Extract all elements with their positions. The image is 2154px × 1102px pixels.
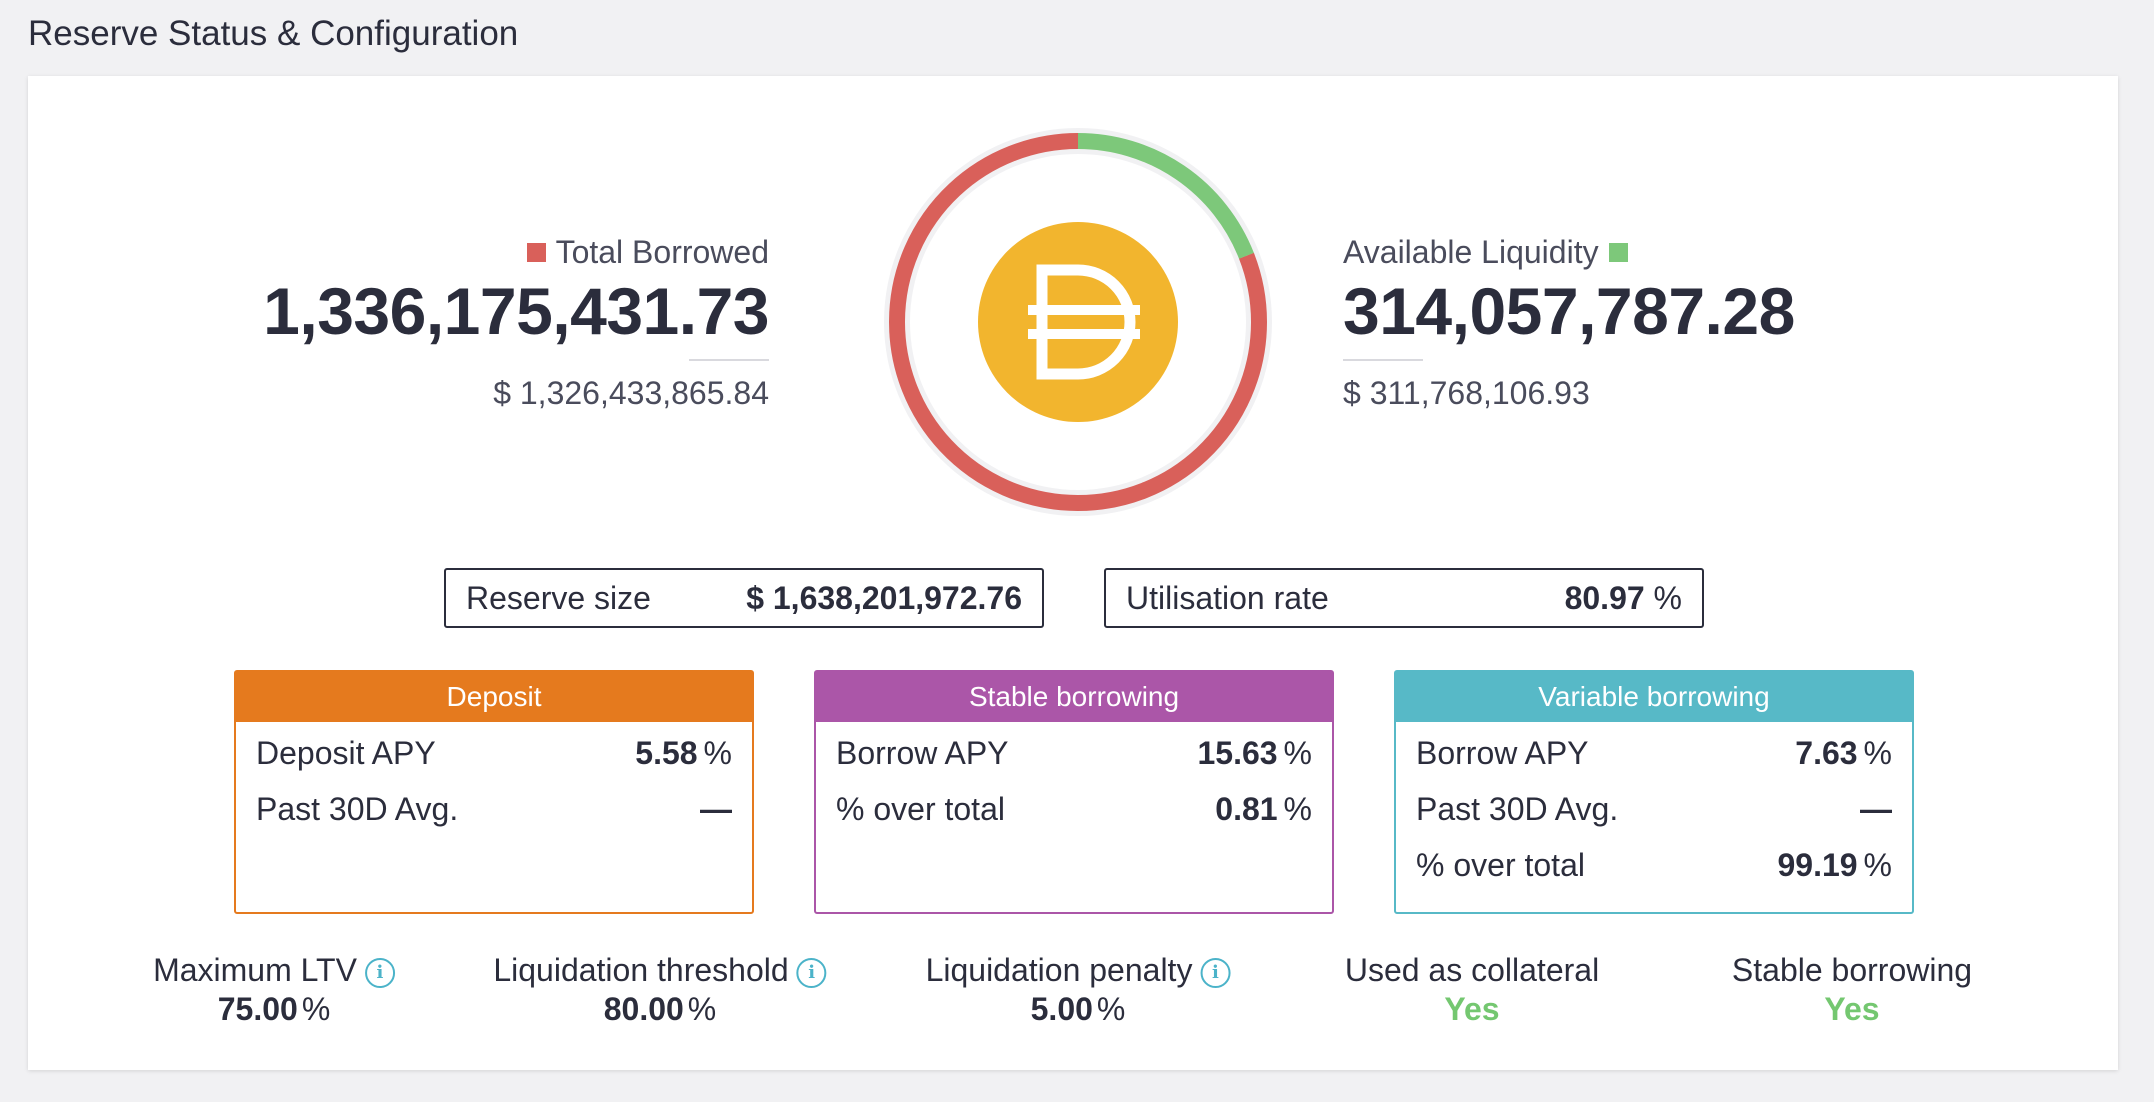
utilisation-rate-box: Utilisation rate 80.97 %: [1104, 568, 1704, 628]
liquidation-penalty-value: 5.00: [1030, 991, 1093, 1027]
max-ltv-value: 75.00: [217, 991, 298, 1027]
max-ltv-unit: %: [301, 991, 331, 1027]
total-borrowed-divider: [689, 359, 769, 361]
available-liquidity-label-row: Available Liquidity: [1343, 234, 1795, 271]
available-liquidity-divider: [1343, 359, 1423, 361]
deposit-avg-value: —: [700, 790, 732, 827]
stable-over-total-unit: %: [1283, 790, 1312, 827]
available-liquidity-label: Available Liquidity: [1343, 234, 1599, 270]
liquidation-threshold-unit: %: [687, 991, 717, 1027]
variable-borrow-apy-unit: %: [1863, 734, 1892, 771]
variable-over-total-value: 99.19: [1777, 846, 1858, 883]
info-icon[interactable]: i: [364, 958, 395, 988]
total-borrowed-value: 1,336,175,431.73: [263, 274, 769, 348]
reserve-status-card: Total Borrowed 1,336,175,431.73 $ 1,326,…: [28, 76, 2118, 1070]
variable-borrow-apy-label: Borrow APY: [1416, 734, 1589, 771]
variable-over-total-unit: %: [1863, 846, 1892, 883]
donut-liquidity-arc: [889, 133, 1267, 511]
max-ltv-label: Maximum LTV: [153, 952, 357, 988]
variable-over-total-row: % over total 99.19%: [1396, 837, 1912, 893]
variable-borrowing-panel: Variable borrowing Borrow APY 7.63% Past…: [1394, 670, 1914, 914]
stable-borrowing-param: Stable borrowing Yes: [1732, 952, 1972, 1028]
deposit-apy-value: 5.58: [635, 734, 698, 771]
total-borrowed-stat: Total Borrowed 1,336,175,431.73 $ 1,326,…: [263, 234, 769, 412]
stable-borrow-apy-unit: %: [1283, 734, 1312, 771]
stable-over-total-value: 0.81: [1215, 790, 1278, 827]
deposit-avg-row: Past 30D Avg. —: [236, 781, 752, 837]
utilisation-rate-value: 80.97: [1564, 579, 1645, 616]
stable-over-total-row: % over total 0.81%: [816, 781, 1332, 837]
total-borrowed-label-row: Total Borrowed: [263, 234, 769, 271]
dai-icon: [978, 222, 1178, 422]
stable-over-total-label: % over total: [836, 790, 1005, 827]
utilisation-rate-unit: %: [1653, 579, 1682, 616]
stable-borrow-apy-label: Borrow APY: [836, 734, 1009, 771]
max-ltv-param: Maximum LTV i 75.00%: [153, 952, 395, 1028]
variable-avg-row: Past 30D Avg. —: [1396, 781, 1912, 837]
stable-borrow-apy-value: 15.63: [1197, 734, 1278, 771]
info-icon[interactable]: i: [1200, 958, 1231, 988]
liquidation-threshold-value: 80.00: [603, 991, 684, 1027]
deposit-avg-label: Past 30D Avg.: [256, 790, 459, 827]
deposit-apy-label: Deposit APY: [256, 734, 436, 771]
borrowed-legend-swatch: [526, 243, 546, 262]
stable-borrowing-enabled-label: Stable borrowing: [1731, 952, 1973, 988]
deposit-panel: Deposit Deposit APY 5.58% Past 30D Avg. …: [234, 670, 754, 914]
available-liquidity-value: 314,057,787.28: [1343, 274, 1795, 348]
available-liquidity-usd: $ 311,768,106.93: [1343, 375, 1590, 411]
reserve-size-label: Reserve size: [466, 579, 651, 616]
stable-borrowing-panel: Stable borrowing Borrow APY 15.63% % ove…: [814, 670, 1334, 914]
total-borrowed-usd: $ 1,326,433,865.84: [493, 375, 769, 411]
variable-borrow-apy-row: Borrow APY 7.63%: [1396, 725, 1912, 781]
deposit-apy-unit: %: [703, 734, 732, 771]
variable-borrowing-panel-header: Variable borrowing: [1396, 672, 1912, 722]
variable-over-total-label: % over total: [1416, 846, 1585, 883]
utilisation-rate-label: Utilisation rate: [1126, 579, 1329, 616]
liquidation-penalty-label: Liquidation penalty: [925, 952, 1193, 988]
available-liquidity-stat: Available Liquidity 314,057,787.28 $ 311…: [1343, 234, 1795, 412]
deposit-panel-header: Deposit: [236, 672, 752, 722]
liquidation-penalty-unit: %: [1096, 991, 1126, 1027]
used-as-collateral-param: Used as collateral Yes: [1345, 952, 1599, 1028]
stable-borrowing-enabled-value: Yes: [1824, 991, 1880, 1027]
used-as-collateral-label: Used as collateral: [1344, 952, 1600, 988]
stable-borrow-apy-row: Borrow APY 15.63%: [816, 725, 1332, 781]
reserve-donut-chart: [884, 128, 1272, 516]
reserve-size-value: $ 1,638,201,972.76: [746, 579, 1022, 616]
deposit-apy-row: Deposit APY 5.58%: [236, 725, 752, 781]
utilisation-rate-value-group: 80.97 %: [1565, 580, 1682, 617]
stable-borrowing-panel-header: Stable borrowing: [816, 672, 1332, 722]
liquidation-threshold-label: Liquidation threshold: [493, 952, 789, 988]
info-icon[interactable]: i: [796, 958, 827, 988]
page-title: Reserve Status & Configuration: [28, 14, 519, 53]
used-as-collateral-value: Yes: [1444, 991, 1500, 1027]
variable-avg-label: Past 30D Avg.: [1416, 790, 1619, 827]
total-borrowed-label: Total Borrowed: [555, 234, 769, 270]
liquidation-threshold-param: Liquidation threshold i 80.00%: [493, 952, 827, 1028]
variable-borrow-apy-value: 7.63: [1795, 734, 1858, 771]
variable-avg-value: —: [1860, 790, 1892, 827]
liquidation-penalty-param: Liquidation penalty i 5.00%: [926, 952, 1231, 1028]
liquidity-legend-swatch: [1608, 243, 1628, 262]
reserve-size-box: Reserve size $ 1,638,201,972.76: [444, 568, 1044, 628]
